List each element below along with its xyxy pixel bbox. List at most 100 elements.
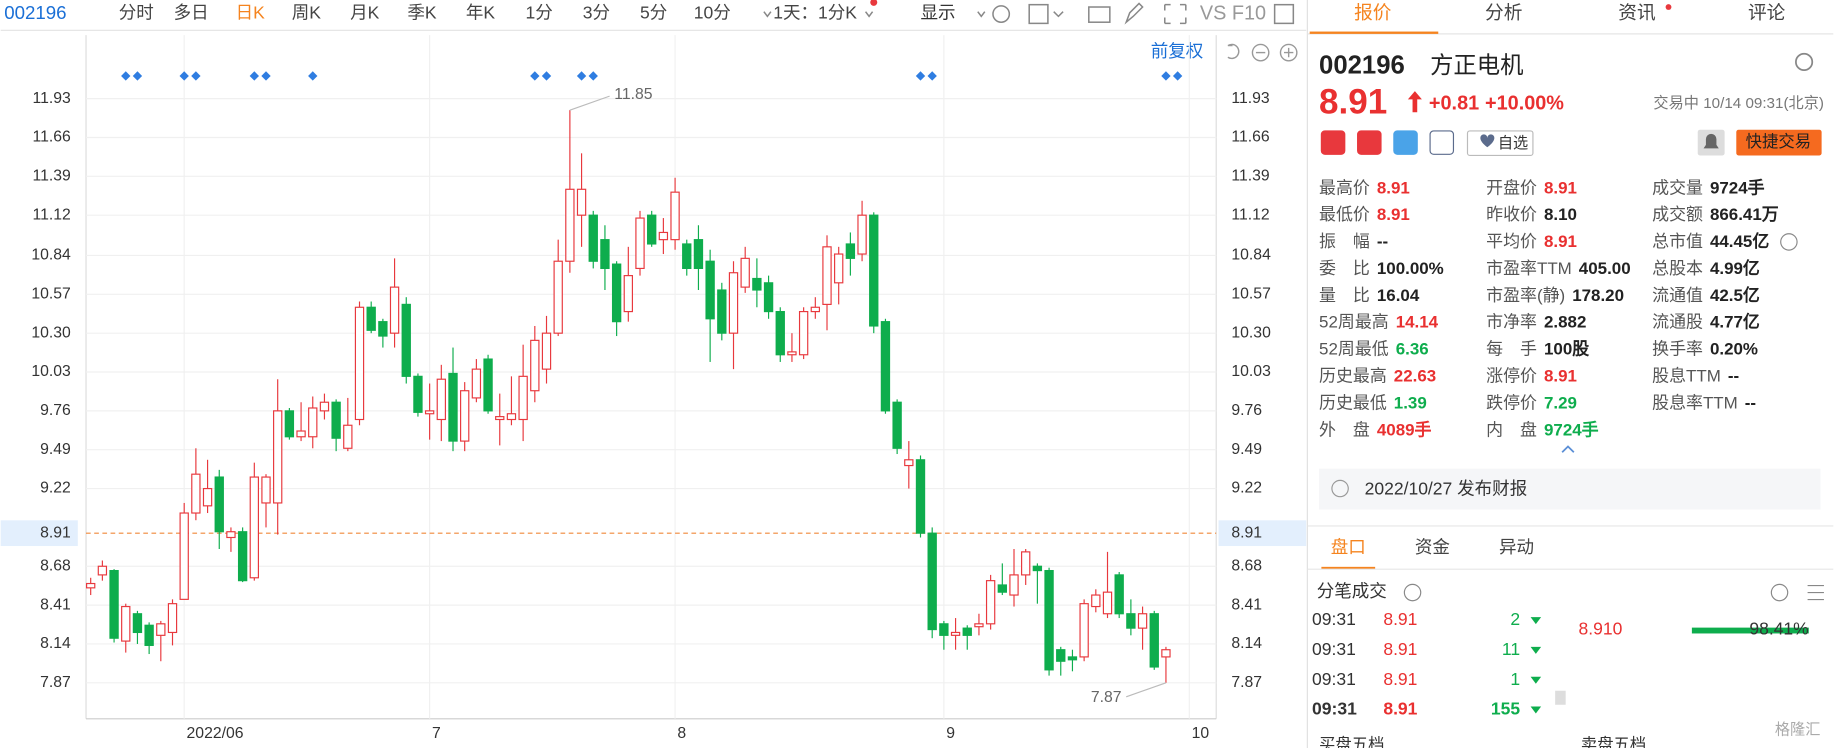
period-tab[interactable]: 月K [350, 3, 380, 23]
trade-price: 8.91 [1383, 609, 1417, 629]
sell-marker [1530, 706, 1542, 714]
stock-code: 002196 [1319, 51, 1405, 79]
sub-tab[interactable]: 异动 [1499, 537, 1534, 557]
candle-body [1137, 613, 1148, 629]
event-marker[interactable] [588, 71, 598, 81]
y-tick-label-right: 11.93 [1231, 90, 1270, 107]
quote-value: 4089手 [1377, 420, 1432, 440]
event-marker[interactable] [915, 71, 926, 81]
candle-body [682, 243, 692, 270]
info-icon [1403, 583, 1422, 602]
event-marker[interactable] [261, 71, 271, 81]
y-tick-label: 10.57 [31, 285, 70, 302]
more-icon[interactable] [1770, 583, 1789, 602]
adjust-button[interactable]: 前复权 [1151, 41, 1204, 61]
period-tab[interactable]: 5分 [640, 3, 667, 23]
quote-value: 44.45亿 [1710, 232, 1769, 252]
period-tab[interactable]: 季K [407, 3, 437, 23]
tag-icon[interactable] [1429, 130, 1455, 155]
candle-body [471, 368, 482, 399]
event-marker[interactable] [530, 71, 540, 81]
display-button[interactable]: 显示 [921, 3, 956, 23]
quote-label: 股息率TTM [1652, 394, 1738, 413]
quote-row: 涨停价 8.91 [1486, 367, 1577, 386]
info-icon [1331, 479, 1349, 498]
quote-row: 总市值 44.45亿 [1652, 232, 1769, 252]
event-marker[interactable] [191, 71, 201, 81]
event-marker[interactable] [179, 71, 189, 81]
trade-status: 交易中 10/14 09:31(北京) [1653, 94, 1824, 112]
candle-body [939, 623, 949, 636]
period-tab[interactable]: 多日 [174, 3, 209, 23]
bell-icon [1703, 133, 1719, 149]
quote-value: 8.10 [1544, 206, 1577, 225]
period-tab[interactable]: 周K [292, 3, 322, 23]
candle-body [670, 191, 680, 241]
panel-tab[interactable]: 资讯 [1618, 2, 1656, 23]
quote-label: 52周最高 [1319, 313, 1389, 332]
event-marker[interactable] [541, 71, 552, 81]
sub-tab[interactable]: 资金 [1415, 537, 1451, 557]
candle-body [647, 214, 657, 245]
period-tab[interactable]: 分时 [119, 3, 154, 23]
more-icon[interactable] [1780, 233, 1798, 251]
candle-body [974, 623, 984, 628]
panel-tab[interactable]: 评论 [1748, 2, 1786, 23]
event-marker[interactable] [1161, 71, 1171, 81]
toolbar-icons[interactable] [763, 2, 1295, 25]
y-tick-label: 11.39 [33, 168, 72, 185]
event-marker[interactable] [249, 71, 259, 81]
trade-volume: 155 [1491, 699, 1520, 719]
price-change-pct: +10.00% [1485, 92, 1564, 114]
candle-body [658, 231, 669, 241]
period-tab[interactable]: 1天：1分K [773, 3, 857, 23]
event-marker[interactable] [1172, 71, 1183, 81]
tag-icon[interactable] [1357, 130, 1382, 155]
event-marker[interactable] [121, 71, 131, 81]
tag-icon[interactable] [1320, 130, 1346, 155]
candle-body [424, 410, 435, 415]
candle-body [1126, 613, 1136, 629]
quick-trade-label: 快捷交易 [1746, 133, 1811, 151]
summary-bar [1691, 627, 1809, 634]
event-marker[interactable] [927, 71, 937, 81]
list-icon[interactable] [1807, 584, 1824, 601]
candle-body [261, 476, 271, 504]
period-tab[interactable]: 年K [466, 3, 496, 23]
quote-label: 每 手 [1486, 340, 1537, 359]
y-tick-label: 8.68 [40, 557, 71, 574]
candle-body [588, 214, 598, 262]
quote-row: 52周最低 6.36 [1319, 340, 1429, 359]
quote-label: 流通股 [1652, 313, 1703, 332]
sub-tab[interactable]: 盘口 [1331, 537, 1366, 557]
tag-icon[interactable] [1393, 130, 1418, 155]
quote-value: 1.39 [1394, 394, 1427, 413]
period-tab[interactable]: 3分 [583, 3, 610, 23]
collapse-caret[interactable] [1561, 445, 1575, 453]
extras-button[interactable]: VS F10 [1200, 2, 1266, 24]
tab-underline [1309, 31, 1439, 34]
candle-body [880, 321, 891, 412]
y-tick-label: 9.76 [40, 402, 71, 419]
quote-value: 8.91 [1377, 179, 1410, 198]
event-marker[interactable] [132, 71, 143, 81]
period-tab[interactable]: 日K [236, 3, 266, 23]
candle-body [763, 282, 774, 313]
chart-controls[interactable] [1227, 43, 1298, 62]
quote-row: 总股本 4.99亿 [1652, 258, 1760, 278]
quote-label: 内 盘 [1486, 421, 1537, 440]
y-tick-label: 10.03 [31, 363, 71, 380]
quick-trade-button[interactable] [1736, 129, 1822, 156]
event-marker[interactable] [576, 71, 587, 81]
depth-title: 卖盘五档 [1581, 735, 1646, 748]
candle-body [1091, 594, 1101, 608]
period-tab[interactable]: 10分 [694, 3, 731, 23]
stock-code-tab[interactable]: 002196 [4, 2, 66, 23]
period-tab[interactable]: 1分 [525, 3, 552, 23]
panel-tab[interactable]: 报价 [1354, 2, 1392, 23]
quote-row: 成交量 9724手 [1652, 178, 1765, 198]
quote-row: 开盘价 8.91 [1486, 179, 1577, 198]
panel-tab[interactable]: 分析 [1485, 2, 1522, 23]
quote-row: 流通值 42.5亿 [1652, 285, 1760, 305]
settings-icon[interactable] [1795, 52, 1814, 72]
